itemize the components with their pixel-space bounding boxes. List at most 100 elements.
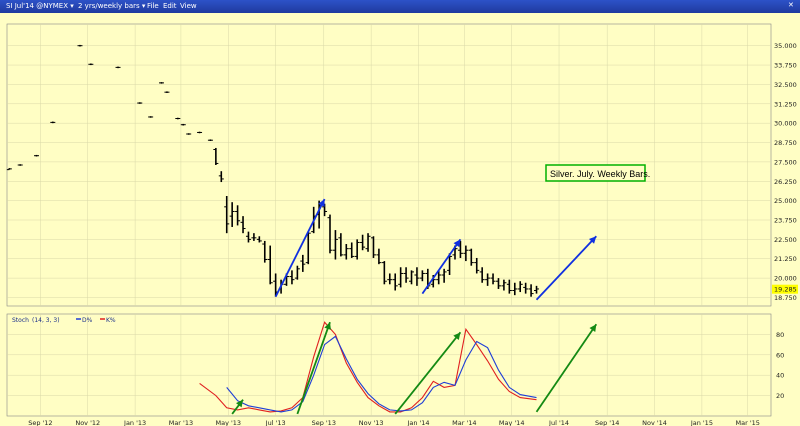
price-bar bbox=[468, 248, 474, 266]
price-panel: 35.000 33.750 32.500 31.250 30.000 28.750 27.5… bbox=[6, 42, 798, 302]
price-bar bbox=[370, 236, 376, 258]
price-bar bbox=[419, 270, 425, 282]
price-bar bbox=[289, 270, 295, 285]
annotation-border bbox=[545, 164, 646, 182]
price-bar bbox=[398, 267, 404, 288]
price-bar bbox=[180, 123, 186, 126]
x-tick-label: Nov '14 bbox=[642, 419, 667, 426]
x-tick-label: Mar '14 bbox=[452, 419, 476, 426]
close-icon[interactable]: ✕ bbox=[788, 1, 794, 9]
blue-arrow-shaft bbox=[535, 235, 597, 301]
blue-arrow bbox=[421, 238, 462, 295]
x-axis: Sep '12 Nov '12 Jan '13 Mar '13 May '13 Jul '… bbox=[28, 419, 760, 426]
y-tick-label: 30.000 bbox=[774, 120, 797, 128]
stoch-tick-label: 40 bbox=[776, 372, 784, 380]
chart-area: 35.000 33.750 32.500 31.250 30.000 28.750 27.5… bbox=[6, 23, 798, 426]
price-bar bbox=[267, 245, 273, 285]
price-bar bbox=[175, 117, 181, 120]
y-tick-label: 18.750 bbox=[774, 294, 797, 302]
green-arrow-head bbox=[236, 399, 244, 408]
price-bar bbox=[229, 202, 235, 227]
price-bar bbox=[534, 285, 540, 294]
green-arrow-head bbox=[453, 332, 461, 341]
price-bar bbox=[463, 245, 469, 262]
x-tick-label: Sep '12 bbox=[28, 419, 52, 426]
price-bar bbox=[387, 273, 393, 285]
y-tick-label: 23.750 bbox=[774, 217, 797, 225]
annotation-text: Silver. July. Weekly Bars. bbox=[550, 169, 650, 179]
x-tick-label: Nov '13 bbox=[359, 419, 384, 426]
period-dropdown[interactable]: 2 yrs/weekly bars bbox=[78, 1, 145, 12]
green-arrow bbox=[296, 321, 331, 415]
y-tick-label: 35.000 bbox=[774, 42, 797, 50]
price-bar bbox=[34, 154, 40, 157]
price-bar bbox=[414, 267, 420, 286]
price-bar bbox=[77, 44, 83, 47]
price-bar bbox=[365, 233, 371, 252]
y-tick-label: 31.250 bbox=[774, 100, 797, 108]
menu-view[interactable]: View bbox=[180, 2, 197, 10]
price-bar bbox=[115, 66, 121, 69]
blue-arrow bbox=[274, 198, 326, 298]
price-bar bbox=[148, 116, 154, 118]
price-bar bbox=[479, 267, 485, 283]
x-tick-label: Mar '15 bbox=[736, 419, 760, 426]
stochastic-panel: 80 60 40 20 bbox=[76, 318, 784, 415]
price-bar bbox=[213, 147, 219, 165]
stoch-title: Stoch bbox=[12, 317, 29, 324]
price-bar bbox=[349, 242, 355, 258]
y-tick-label: 33.750 bbox=[774, 62, 797, 70]
price-bar bbox=[332, 230, 338, 260]
stoch-tick-label: 60 bbox=[776, 351, 784, 359]
green-arrow bbox=[231, 399, 244, 415]
price-bar bbox=[262, 240, 268, 263]
x-tick-label: Jan '14 bbox=[406, 419, 429, 426]
price-bar bbox=[300, 254, 306, 272]
y-tick-label: 27.500 bbox=[774, 158, 797, 166]
symbol-dropdown[interactable]: SI Jul'14 @NYMEX bbox=[6, 1, 74, 12]
x-tick-label: Jan '15 bbox=[690, 419, 713, 426]
annotation-box: Silver. July. Weekly Bars. bbox=[545, 164, 650, 182]
chart-toolbar: SI Jul'14 @NYMEX 2 yrs/weekly bars File … bbox=[0, 0, 800, 13]
price-bar bbox=[523, 282, 529, 294]
blue-arrow-shaft bbox=[274, 198, 326, 298]
last-price-tag bbox=[772, 284, 798, 294]
x-tick-label: Jul '14 bbox=[548, 419, 569, 426]
price-bar bbox=[251, 233, 257, 241]
price-bar bbox=[381, 261, 387, 285]
price-bar bbox=[447, 253, 453, 276]
x-tick-label: May '13 bbox=[215, 419, 241, 426]
green-arrow-shaft bbox=[394, 331, 462, 415]
price-bar bbox=[512, 282, 518, 296]
price-bar bbox=[457, 240, 463, 258]
price-bar bbox=[305, 231, 311, 265]
price-bar bbox=[485, 273, 491, 286]
price-bar bbox=[207, 139, 213, 141]
x-tick-label: May '14 bbox=[499, 419, 525, 426]
green-arrow bbox=[394, 331, 462, 415]
legend-d: D% bbox=[82, 317, 93, 324]
price-bar bbox=[88, 63, 94, 66]
price-bar bbox=[256, 236, 262, 243]
x-tick-label: Mar '13 bbox=[169, 419, 193, 426]
series-k-line bbox=[199, 321, 537, 413]
price-bar bbox=[517, 281, 523, 293]
x-tick-label: Jan '13 bbox=[123, 419, 146, 426]
price-bar bbox=[218, 171, 224, 183]
blue-arrow-head bbox=[453, 239, 461, 248]
price-bar bbox=[159, 82, 165, 84]
price-bar bbox=[506, 279, 512, 294]
blue-arrow-shaft bbox=[421, 238, 462, 295]
green-arrow-shaft bbox=[535, 323, 598, 413]
price-bar bbox=[294, 265, 300, 280]
menu-edit[interactable]: Edit bbox=[163, 2, 177, 10]
stoch-tick-label: 80 bbox=[776, 331, 784, 339]
green-arrow-head bbox=[589, 324, 597, 332]
price-bar bbox=[338, 233, 344, 257]
price-bar bbox=[343, 244, 349, 260]
menu-file[interactable]: File bbox=[147, 2, 159, 10]
green-arrow bbox=[535, 323, 598, 413]
price-bar bbox=[327, 214, 333, 254]
blue-arrow-head bbox=[318, 199, 325, 207]
price-bar bbox=[403, 267, 409, 283]
